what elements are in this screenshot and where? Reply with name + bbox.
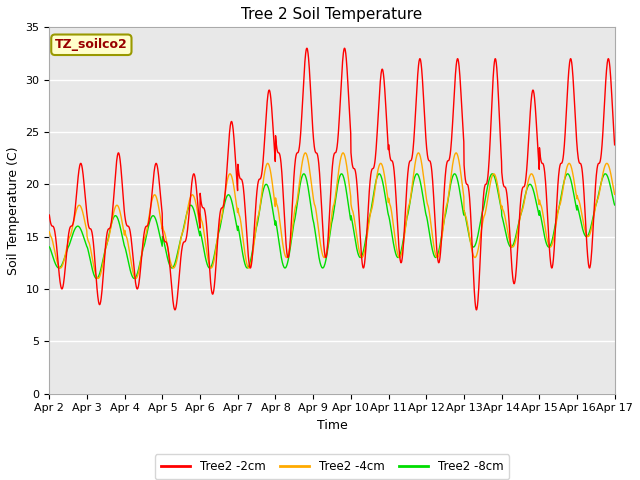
Tree2 -4cm [132, 276, 140, 281]
Title: Tree 2 Soil Temperature: Tree 2 Soil Temperature [241, 7, 422, 22]
Legend: Tree2 -2cm, Tree2 -4cm, Tree2 -8cm: Tree2 -2cm, Tree2 -4cm, Tree2 -8cm [155, 455, 509, 479]
Text: TZ_soilco2: TZ_soilco2 [55, 38, 128, 51]
Tree2 -8cm [561, 175, 569, 180]
Tree2 -4cm [204, 252, 211, 258]
Tree2 -8cm [45, 244, 53, 250]
Line: Tree2 -8cm: Tree2 -8cm [49, 174, 614, 278]
Tree2 -4cm [577, 206, 585, 212]
Tree2 -2cm [361, 255, 369, 261]
Tree2 -4cm [301, 150, 309, 156]
Line: Tree2 -2cm: Tree2 -2cm [49, 48, 614, 310]
Tree2 -2cm [204, 231, 211, 237]
Tree2 -2cm [497, 144, 504, 150]
Tree2 -8cm [361, 240, 369, 246]
Tree2 -4cm [497, 202, 504, 207]
Tree2 -8cm [577, 218, 585, 224]
Y-axis label: Soil Temperature (C): Soil Temperature (C) [7, 146, 20, 275]
Tree2 -4cm [611, 192, 618, 197]
Tree2 -4cm [349, 208, 356, 214]
Tree2 -2cm [303, 46, 311, 51]
Tree2 -4cm [45, 229, 53, 235]
Tree2 -2cm [611, 142, 618, 148]
Tree2 -2cm [561, 131, 569, 136]
Tree2 -8cm [611, 202, 618, 208]
Line: Tree2 -4cm: Tree2 -4cm [49, 153, 614, 278]
Tree2 -4cm [561, 173, 569, 179]
Tree2 -8cm [497, 204, 504, 210]
Tree2 -2cm [349, 164, 356, 170]
Tree2 -8cm [300, 171, 308, 177]
Tree2 -8cm [131, 276, 138, 281]
X-axis label: Time: Time [317, 419, 348, 432]
Tree2 -8cm [204, 262, 211, 267]
Tree2 -2cm [171, 307, 179, 313]
Tree2 -4cm [361, 245, 369, 251]
Tree2 -2cm [577, 161, 585, 167]
Tree2 -2cm [45, 212, 53, 218]
Tree2 -8cm [349, 222, 356, 228]
